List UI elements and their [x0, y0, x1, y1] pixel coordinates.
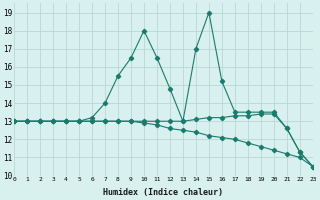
X-axis label: Humidex (Indice chaleur): Humidex (Indice chaleur)	[103, 188, 223, 197]
